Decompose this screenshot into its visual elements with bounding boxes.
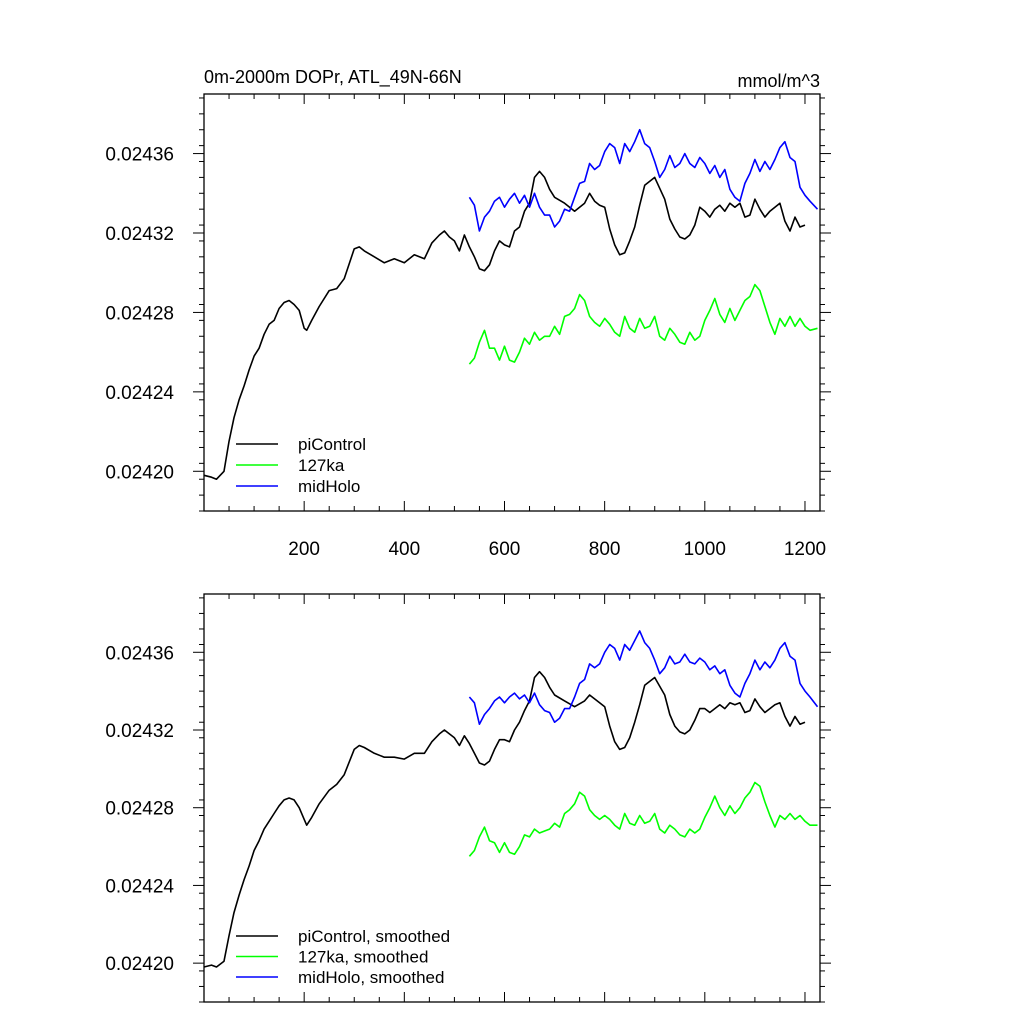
series-line-picontrol [203, 670, 806, 968]
series-line-picontrol [203, 170, 806, 481]
x-tick-label: 400 [388, 539, 420, 560]
chart-units-label: mmol/m^3 [738, 71, 820, 91]
plot-frame [203, 93, 821, 512]
legend-label: midHolo, smoothed [298, 968, 444, 987]
y-tick-label: 0.02420 [105, 462, 174, 483]
y-tick-label: 0.02424 [105, 383, 174, 404]
chart-title: 0m-2000m DOPr, ATL_49N-66N [204, 67, 462, 88]
top-chart-panel: 0m-2000m DOPr, ATL_49N-66N mmol/m^3 200 4… [105, 67, 831, 560]
legend-label: midHolo [298, 477, 360, 496]
legend: piControl 127ka midHolo [236, 435, 366, 496]
series-line-127ka [468, 781, 818, 857]
y-tick-label: 0.02420 [105, 954, 174, 975]
y-tick-label: 0.02436 [105, 145, 174, 166]
y-tick-label: 0.02428 [105, 799, 174, 820]
x-tick-label: 800 [589, 539, 621, 560]
plot-frame [203, 593, 821, 1003]
x-tick-label: 600 [489, 539, 521, 560]
y-tick-label: 0.02432 [105, 721, 174, 742]
series-lines [203, 128, 819, 481]
series-line-midholo [468, 128, 819, 232]
series-line-127ka [468, 283, 818, 365]
x-tick-label: 200 [288, 539, 320, 560]
series-lines [203, 630, 819, 968]
legend: piControl, smoothed 127ka, smoothedmidHol… [236, 927, 450, 987]
legend-label: 127ka [298, 456, 345, 475]
series-line-midholo [468, 630, 819, 726]
bottom-chart-panel: 0.02420 0.02424 0.02428 0.02432 0.02436 piCo… [105, 593, 831, 1003]
y-tick-label: 0.02432 [105, 224, 174, 245]
legend-label: piControl, smoothed [298, 927, 450, 946]
legend-label: 127ka, smoothed [298, 948, 428, 967]
axis-ticks [193, 94, 831, 512]
y-tick-label: 0.02428 [105, 303, 174, 324]
x-tick-label: 1200 [784, 539, 826, 560]
x-tick-label: 1000 [684, 539, 726, 560]
axis-ticks [193, 594, 831, 1003]
y-tick-label: 0.02436 [105, 643, 174, 664]
axis-tick-labels: 0.02420 0.02424 0.02428 0.02432 0.02436 [105, 643, 174, 975]
y-tick-label: 0.02424 [105, 876, 174, 897]
legend-label: piControl [298, 435, 366, 454]
axis-tick-labels: 200 400 600 800 1000 1200 0.02420 0.02424 0.0242… [105, 145, 826, 560]
